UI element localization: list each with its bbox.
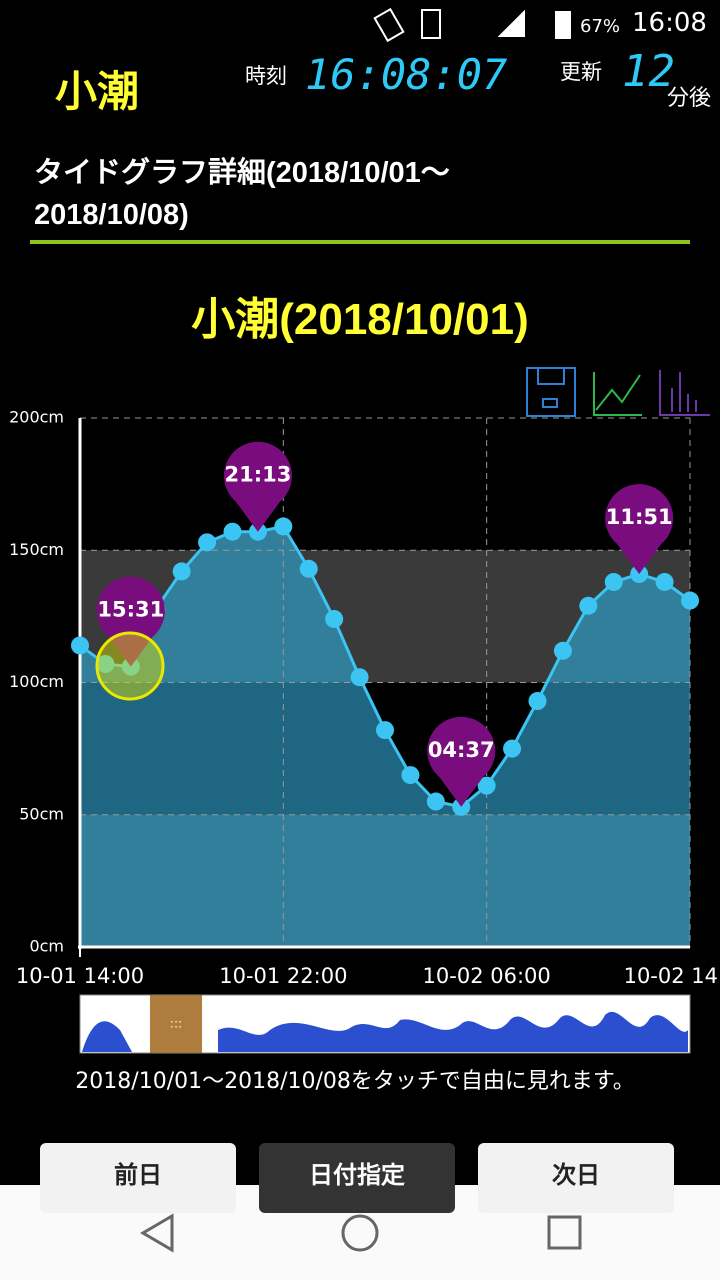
chart-title: 小潮(2018/10/01) xyxy=(191,295,529,344)
status-time: 16:08 xyxy=(632,8,707,38)
data-point xyxy=(274,517,293,536)
x-tick-label: 10-02 06:00 xyxy=(423,964,551,988)
pin-label: 04:37 xyxy=(428,738,495,762)
tide-pin: 15:31 xyxy=(96,576,165,667)
data-point xyxy=(426,792,445,811)
tide-pin: 04:37 xyxy=(427,716,496,807)
y-tick-label: 150cm xyxy=(9,540,64,559)
data-point xyxy=(376,721,394,740)
pin-label: 21:13 xyxy=(224,463,291,487)
pin-shape xyxy=(427,716,496,807)
selection-ring xyxy=(95,631,165,701)
chart-toolbar-icons xyxy=(526,367,710,417)
data-point xyxy=(681,591,699,610)
data-point xyxy=(579,596,598,615)
data-point xyxy=(528,692,547,711)
date-pick-button[interactable]: 日付指定 xyxy=(259,1143,455,1213)
page-title: タイドグラフ詳細(2018/10/01～2018/10/08) xyxy=(34,157,450,231)
y-tick-label: 100cm xyxy=(9,672,64,691)
y-tick-label: 50cm xyxy=(19,804,64,823)
prev-day-button[interactable]: 前日 xyxy=(40,1143,236,1213)
data-point xyxy=(477,776,496,795)
caption: 2018/10/01～2018/10/08をタッチで自由に見れます。 xyxy=(75,1069,635,1094)
y-tick-label: 0cm xyxy=(29,937,64,956)
clock-label: 時刻 xyxy=(245,64,287,88)
update-label: 更新 xyxy=(560,60,602,84)
data-point xyxy=(655,572,674,591)
x-tick-label: 10-01 22:00 xyxy=(219,964,347,988)
x-tick-label: 10-02 14 xyxy=(624,964,718,988)
data-point xyxy=(604,572,623,591)
data-point xyxy=(71,636,89,655)
y-tick-label: 200cm xyxy=(9,408,64,427)
update-unit: 分後 xyxy=(667,86,712,111)
data-point xyxy=(198,533,217,552)
overview-strip: ::: xyxy=(79,994,691,1054)
pin-shape xyxy=(96,576,165,667)
data-point xyxy=(223,522,242,541)
status-icons xyxy=(373,7,571,43)
x-tick-label: 10-01 14:00 xyxy=(16,964,144,988)
battery-level: 67% xyxy=(580,16,621,37)
pin-label: 11:51 xyxy=(606,505,673,529)
pin-shape xyxy=(605,484,674,575)
data-point xyxy=(401,766,420,785)
clock: 16:08:07 xyxy=(305,50,508,99)
data-point xyxy=(96,654,115,673)
data-point xyxy=(503,739,522,758)
next-day-button[interactable]: 次日 xyxy=(478,1143,674,1213)
svg-text::::: ::: xyxy=(170,1017,182,1031)
title-underline xyxy=(30,240,690,244)
tide-name: 小潮 xyxy=(55,67,140,116)
tide-pin: 11:51 xyxy=(605,484,674,575)
data-point xyxy=(553,641,572,660)
data-point xyxy=(325,610,344,629)
data-point xyxy=(350,668,369,687)
update-minutes: 12 xyxy=(622,46,675,97)
area-band xyxy=(80,682,690,815)
pin-label: 15:31 xyxy=(97,598,164,622)
pin-shape xyxy=(223,441,292,532)
data-point xyxy=(299,559,318,578)
tide-pin: 21:13 xyxy=(223,441,292,532)
data-point xyxy=(172,562,191,581)
